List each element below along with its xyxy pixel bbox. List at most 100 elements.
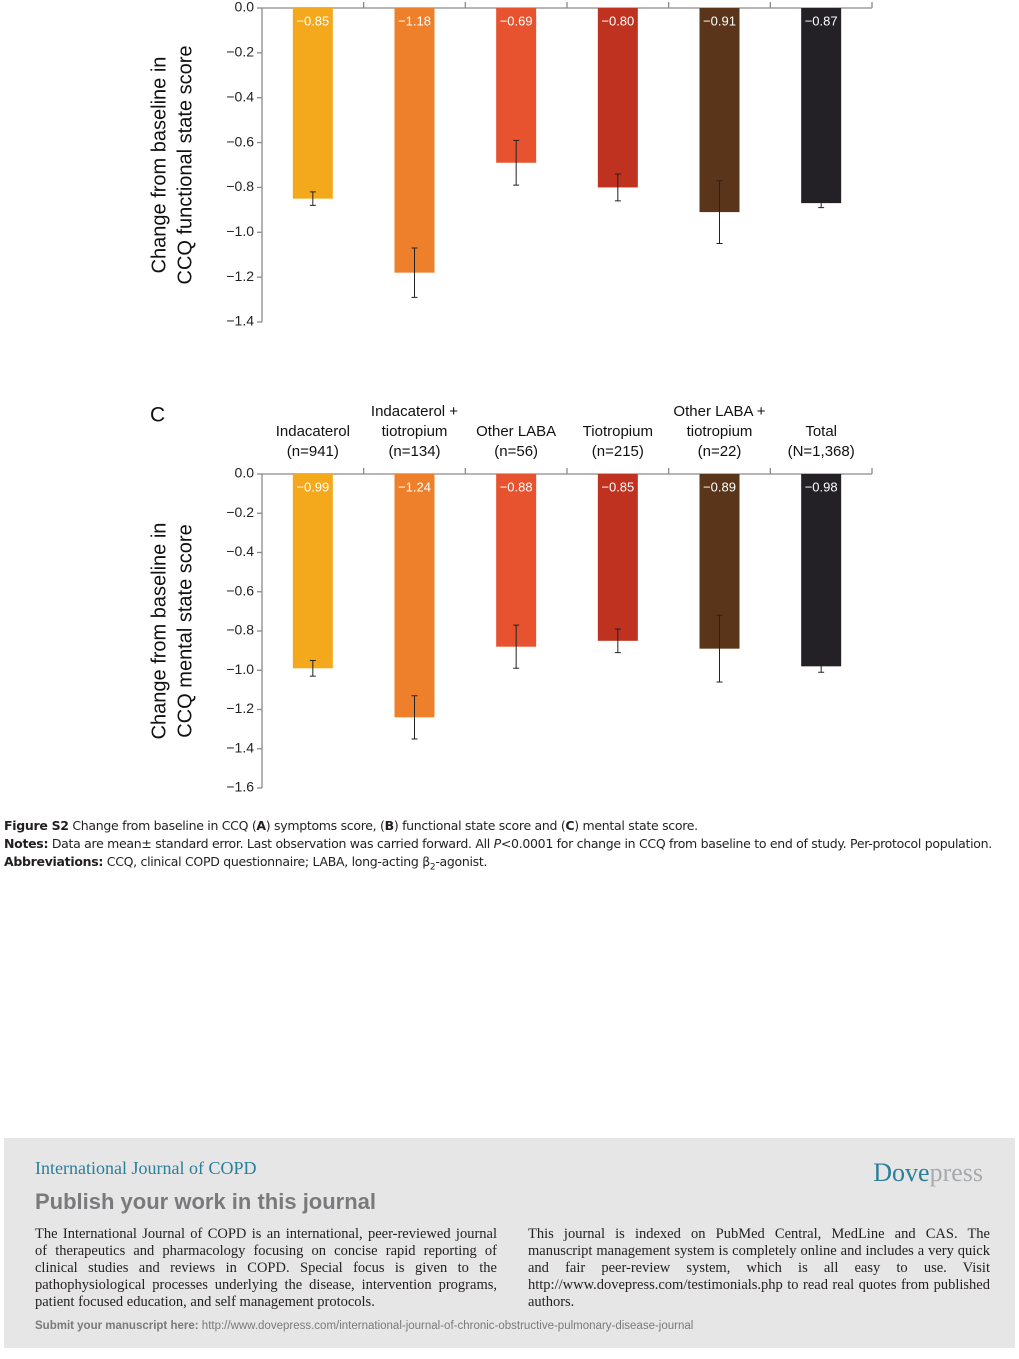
y-tick-label: −1.2 [226,268,254,284]
bar [597,8,638,188]
data-label: −0.85 [296,13,329,28]
x-tick-label: (n=56) [494,443,538,460]
data-label: −0.88 [500,479,533,494]
x-tick-label: (n=215) [592,443,644,460]
caption-text: ) functional state score and ( [393,818,566,833]
data-label: −0.85 [601,479,634,494]
footer-paragraph: This journal is indexed on PubMed Centra… [528,1226,990,1310]
y-tick-label: −1.4 [226,313,254,329]
y-tick-label: −1.4 [226,739,254,755]
x-tick-label: Tiotropium [583,423,653,440]
x-tick-label: (n=22) [698,443,742,460]
abbreviations: Abbreviations: CCQ, clinical COPD questi… [4,854,487,873]
x-tick-label: Indacaterol + [371,403,458,420]
data-label: −0.80 [601,13,634,28]
y-tick-label: 0.0 [235,0,255,15]
error-bar [513,139,520,186]
error-bar [513,624,520,669]
y-axis-label: Change from baseline in [148,57,170,274]
bar [496,8,537,163]
submit-label: Submit your manuscript here: [35,1320,199,1332]
caption-text: Change from baseline in CCQ ( [72,818,257,833]
bar [801,8,842,204]
submit-url[interactable]: http://www.dovepress.com/international-j… [201,1320,694,1332]
x-tick-label: (n=134) [388,443,440,460]
bar [292,8,333,199]
data-label: −0.91 [703,13,736,28]
x-tick-label: tiotropium [687,423,753,440]
panel-label: C [150,404,165,427]
y-tick-label: −0.6 [226,582,254,598]
data-label: −0.89 [703,479,736,494]
notes-text: P [493,836,502,851]
abbreviations-text: 2 [429,862,436,873]
y-tick-label: −1.0 [226,223,254,239]
x-tick-label: Indacaterol [276,423,350,440]
data-label: −1.24 [398,479,431,494]
notes-text: Data are mean± standard error. Last obse… [51,836,494,851]
charts: Change from baseline in CCQ functional st… [148,0,873,795]
figure-caption: Figure S2 Change from baseline in CCQ (A… [4,818,698,833]
notes: Notes: Data are mean± standard error. La… [4,836,992,851]
y-tick-label: 0.0 [235,465,255,481]
x-tick-label: tiotropium [382,423,448,440]
brand-part: press [929,1158,983,1187]
error-bar [411,247,418,298]
y-tick-label: −1.2 [226,700,254,716]
brand-part: Dove [873,1158,930,1187]
submit-line: Submit your manuscript here: http://www.… [35,1320,693,1332]
footer-heading: Publish your work in this journal [35,1189,377,1214]
notes-label: Notes: [4,836,49,851]
y-axis-label: CCQ mental state score [174,524,196,737]
bar [801,474,842,667]
y-tick-label: −1.0 [226,661,254,677]
bar [292,474,333,669]
y-tick-label: −0.6 [226,133,254,149]
y-tick-label: −0.2 [226,44,254,60]
caption-text: B [384,818,395,833]
error-bar [716,614,723,683]
data-label: −0.87 [805,13,838,28]
error-bar [411,695,418,740]
abbreviations-text: -agonist. [435,854,488,869]
error-bar [309,191,316,206]
bar [394,474,435,718]
x-tick-label: Total [805,423,837,440]
error-bar [818,659,825,673]
bar [394,8,435,273]
caption-label: Figure S2 [4,818,69,833]
y-tick-label: −0.8 [226,622,254,638]
caption-text: ) symptoms score, ( [265,818,385,833]
journal-footer: International Journal of COPD Dovepress … [4,1138,1015,1348]
error-bar [309,659,316,677]
data-label: −1.18 [398,13,431,28]
x-tick-label: (N=1,368) [788,443,855,460]
y-tick-label: −0.4 [226,543,254,559]
y-tick-label: −1.6 [226,779,254,795]
abbreviations-label: Abbreviations: [4,854,104,869]
abbreviations-text: CCQ, clinical COPD questionnaire; LABA, … [106,854,430,869]
caption-text: A [256,818,266,833]
x-tick-label: Other LABA + [673,403,765,420]
caption-text: ) mental state score. [574,818,698,833]
journal-name: International Journal of COPD [35,1158,257,1178]
data-label: −0.98 [805,479,838,494]
data-label: −0.69 [500,13,533,28]
caption-text: C [565,818,575,833]
bar [496,474,537,647]
error-bar [818,198,825,209]
y-axis-label: Change from baseline in [148,523,170,740]
error-bar [716,180,723,244]
error-bar [614,173,621,202]
bar [597,474,638,641]
error-bar [614,628,621,654]
notes-text: <0.0001 for change in CCQ from baseline … [500,836,992,851]
x-tick-label: Other LABA [476,423,556,440]
bar [699,8,740,213]
x-tick-label: (n=941) [287,443,339,460]
y-tick-label: −0.4 [226,88,254,104]
y-tick-label: −0.2 [226,504,254,520]
data-label: −0.99 [296,479,329,494]
footer-paragraph: The International Journal of COPD is an … [35,1226,497,1310]
